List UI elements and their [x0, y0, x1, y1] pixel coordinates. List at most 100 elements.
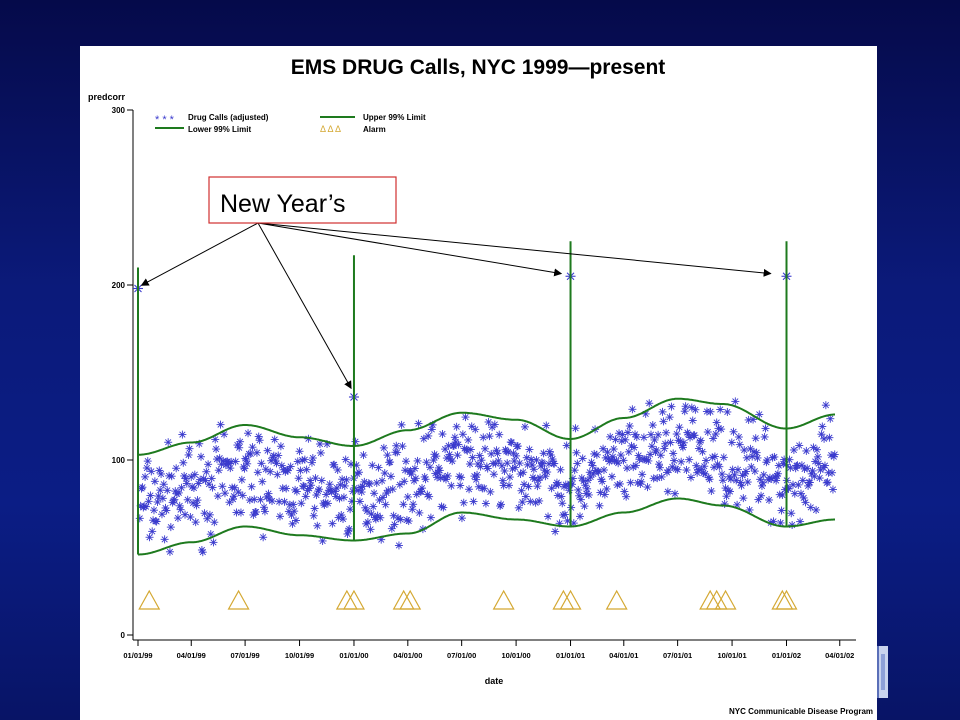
data-point	[452, 422, 461, 431]
data-point	[557, 492, 566, 501]
data-point	[426, 513, 435, 522]
data-point-stroke	[541, 467, 548, 474]
data-point	[727, 438, 736, 447]
data-point-stroke	[342, 456, 349, 463]
data-point	[521, 492, 530, 501]
data-point	[179, 458, 188, 467]
data-point	[386, 458, 395, 467]
data-point	[723, 407, 732, 416]
data-point-stroke	[145, 498, 152, 505]
data-point-stroke	[649, 421, 656, 429]
data-point	[253, 468, 262, 477]
y-tick-label: 100	[112, 456, 126, 465]
data-point-stroke	[639, 471, 646, 478]
data-point-stroke	[249, 444, 256, 451]
data-point	[550, 459, 559, 468]
data-point-stroke	[621, 488, 628, 495]
data-point-stroke	[460, 499, 467, 506]
data-point	[485, 432, 494, 441]
data-point-stroke	[326, 481, 333, 488]
data-point	[700, 462, 709, 471]
data-point-stroke	[477, 463, 484, 470]
data-point-stroke	[288, 511, 295, 519]
data-point-stroke	[175, 489, 182, 497]
data-point	[624, 447, 633, 456]
data-point	[602, 484, 611, 493]
data-point	[330, 460, 339, 469]
data-point-stroke	[276, 498, 283, 505]
data-point-stroke	[523, 454, 530, 461]
data-point	[261, 465, 270, 474]
data-point-stroke	[778, 507, 785, 514]
data-point-stroke	[252, 508, 260, 516]
data-point	[185, 444, 194, 453]
data-point-stroke	[231, 484, 238, 491]
data-point-stroke	[729, 466, 736, 473]
data-point	[504, 481, 513, 490]
data-point-stroke	[737, 479, 744, 486]
data-point	[292, 487, 301, 496]
data-point-stroke	[800, 494, 807, 502]
data-point-stroke	[819, 423, 826, 430]
data-point-stroke	[262, 466, 269, 473]
data-point	[232, 508, 241, 517]
data-point-stroke	[457, 474, 465, 481]
data-point-stroke	[612, 436, 619, 443]
data-point	[178, 430, 187, 439]
data-point	[414, 419, 423, 428]
data-point	[730, 470, 739, 479]
data-point-stroke	[528, 456, 535, 463]
data-point	[513, 442, 522, 451]
data-point-stroke	[183, 480, 190, 487]
data-point	[421, 475, 430, 484]
alarm-marker	[552, 589, 575, 610]
data-point	[144, 497, 153, 506]
data-point-stroke	[557, 466, 564, 473]
data-point-stroke	[272, 457, 279, 464]
data-point-stroke	[453, 423, 460, 430]
data-point-stroke	[736, 441, 743, 448]
data-point	[654, 460, 663, 469]
data-point-stroke	[181, 511, 189, 518]
data-point	[679, 438, 688, 447]
data-point-stroke	[818, 431, 825, 438]
data-point-stroke	[361, 478, 368, 485]
data-point-stroke	[616, 480, 624, 488]
data-point	[246, 449, 255, 458]
data-point	[588, 461, 597, 470]
data-point-stroke	[391, 521, 398, 528]
legend-symbol-drug-calls: * * *	[155, 114, 175, 126]
data-point	[315, 439, 324, 448]
legend-symbol-alarm: Δ Δ Δ	[320, 124, 341, 134]
data-point-stroke	[271, 436, 278, 443]
data-point	[435, 466, 444, 475]
data-point	[308, 454, 317, 463]
data-point-stroke	[551, 460, 558, 467]
data-point-stroke	[591, 450, 598, 458]
data-point-stroke	[343, 476, 350, 483]
data-point-stroke	[633, 433, 640, 441]
data-point	[733, 465, 742, 474]
data-point	[639, 433, 648, 442]
y-axis-label: predcorr	[88, 92, 126, 102]
alarm-marker	[714, 589, 737, 610]
data-point	[570, 466, 579, 475]
data-point-stroke	[401, 478, 408, 485]
data-point-stroke	[814, 453, 821, 460]
data-point	[747, 462, 756, 471]
data-point-stroke	[754, 454, 761, 462]
data-point-stroke	[167, 523, 174, 531]
data-point	[576, 495, 585, 504]
data-point-stroke	[732, 398, 739, 405]
data-point-stroke	[796, 518, 804, 525]
data-point	[752, 448, 761, 457]
data-point-stroke	[570, 519, 577, 527]
data-point	[378, 493, 387, 502]
data-point-stroke	[505, 482, 513, 489]
data-point	[507, 438, 516, 447]
data-point-stroke	[803, 447, 810, 455]
data-point-stroke	[780, 460, 787, 467]
data-point	[300, 455, 309, 464]
data-point-stroke	[615, 460, 622, 467]
data-point	[826, 414, 835, 423]
